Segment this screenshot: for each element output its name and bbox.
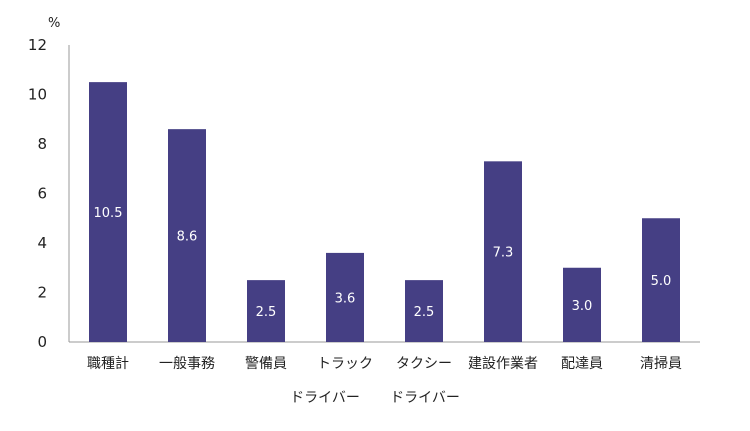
category-label: 職種計 (87, 356, 129, 372)
category-label: 配達員 (561, 356, 603, 372)
bar-value-label: 8.6 (177, 230, 198, 245)
bars-group: 10.5 8.6 2.5 3.6 2.5 7.3 3.0 5.0 (89, 82, 680, 342)
bar (247, 280, 285, 342)
bar-value-label: 5.0 (651, 274, 672, 289)
bar (563, 267, 601, 342)
y-axis-unit: % (48, 16, 60, 31)
bar-value-label: 3.0 (572, 299, 593, 314)
bar (405, 280, 443, 342)
category-label: トラック (317, 356, 373, 372)
y-tick-label: 6 (37, 185, 47, 203)
y-tick-label: 10 (28, 86, 47, 104)
bar (642, 218, 680, 342)
subcategory-label-truck: ドライバー (290, 390, 360, 406)
bar (484, 161, 522, 342)
bar-value-label: 2.5 (414, 305, 435, 320)
category-label: 警備員 (245, 356, 287, 372)
y-tick-label: 0 (37, 333, 47, 351)
bar-value-label: 2.5 (256, 305, 277, 320)
category-label: タクシー (396, 356, 452, 372)
bar-value-label: 7.3 (493, 246, 514, 261)
category-label: 清掃員 (640, 355, 682, 372)
bar-value-label: 10.5 (94, 206, 123, 221)
category-labels: 職種計 一般事務 警備員 トラック タクシー 建設作業者 配達員 清掃員 (87, 355, 682, 372)
bar (89, 82, 127, 342)
category-label: 建設作業者 (468, 356, 538, 372)
y-tick-label: 8 (37, 135, 47, 153)
bar-value-label: 3.6 (335, 291, 356, 306)
bar (168, 129, 206, 342)
category-label: 一般事務 (159, 356, 215, 372)
bar (326, 252, 364, 342)
y-tick-label: 4 (37, 234, 47, 252)
y-tick-label: 12 (28, 36, 47, 54)
y-axis-ticks: 0 2 4 6 8 10 12 (28, 36, 47, 351)
y-tick-label: 2 (37, 284, 47, 302)
subcategory-label-taxi: ドライバー (390, 390, 460, 406)
